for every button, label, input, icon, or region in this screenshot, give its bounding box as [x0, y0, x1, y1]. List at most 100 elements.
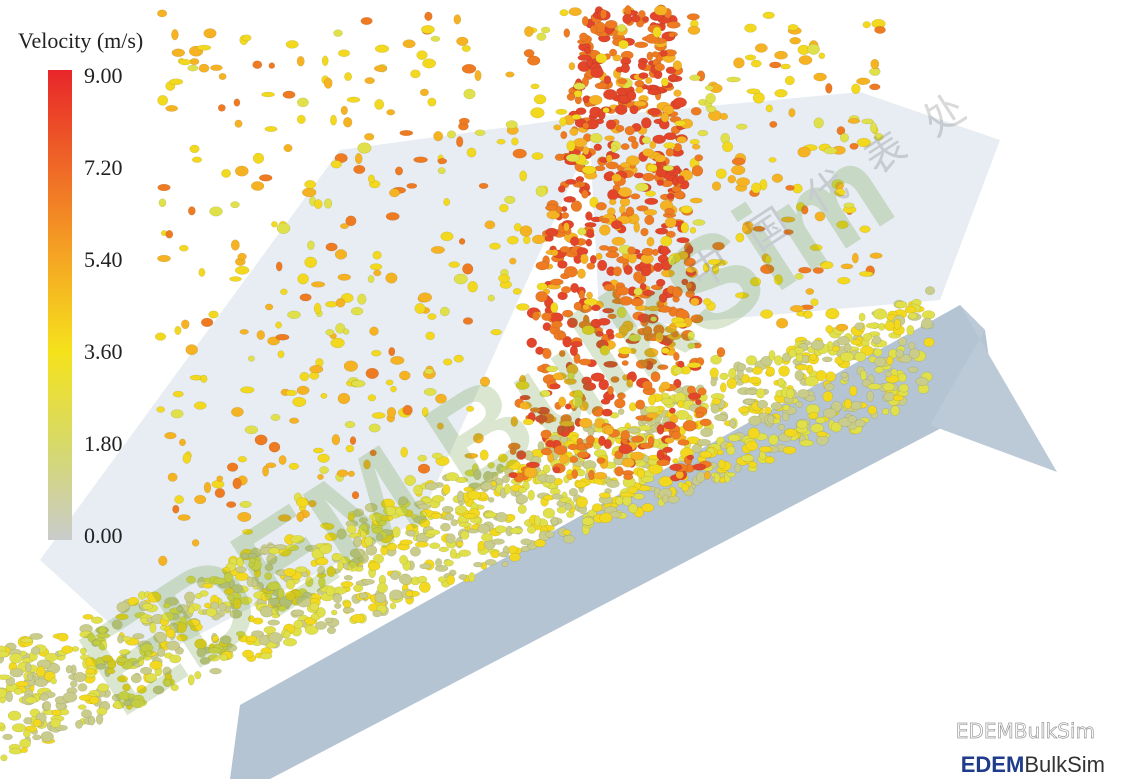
particle: [355, 153, 362, 164]
footer: EDEMBulkSim EDEMBulkSim: [956, 719, 1105, 777]
particle: [389, 590, 403, 600]
particle: [615, 105, 627, 115]
particle: [370, 327, 379, 336]
particle: [768, 415, 774, 424]
particle: [606, 162, 619, 169]
particle: [181, 320, 189, 329]
particle: [305, 257, 317, 268]
particle: [749, 416, 762, 426]
particle: [874, 26, 885, 33]
particle: [78, 705, 86, 710]
particle: [736, 124, 747, 130]
particle: [922, 311, 935, 320]
particle: [240, 387, 254, 394]
particle: [511, 138, 518, 146]
particle: [655, 155, 666, 163]
particle: [764, 407, 771, 414]
particle: [652, 51, 659, 57]
particle: [631, 141, 638, 149]
particle: [88, 716, 95, 725]
particle: [50, 719, 60, 728]
particle: [307, 241, 314, 250]
particle: [227, 463, 238, 472]
particle: [541, 27, 550, 33]
particle: [536, 291, 548, 302]
particle: [836, 324, 848, 331]
particle: [175, 495, 184, 503]
particle: [343, 607, 354, 613]
particle: [368, 275, 374, 282]
simulation-view: EDEM BulkSim 中国代表处 Velocity (m/s) 9.007.…: [0, 0, 1122, 779]
particle: [373, 270, 381, 276]
particle: [556, 206, 562, 213]
particle: [440, 307, 450, 316]
particle: [478, 524, 490, 534]
particle: [16, 681, 29, 687]
particle: [621, 430, 630, 439]
particle: [664, 143, 676, 149]
particle: [790, 37, 801, 44]
particle: [589, 95, 602, 105]
particle: [611, 220, 622, 229]
particle: [873, 309, 887, 320]
particle: [157, 10, 167, 17]
particle: [700, 451, 712, 458]
particle: [331, 160, 342, 168]
particle: [251, 181, 264, 190]
particle: [696, 412, 704, 418]
particle: [444, 560, 454, 566]
particle: [499, 552, 509, 557]
particle: [704, 471, 710, 479]
particle: [475, 70, 482, 81]
particle: [720, 113, 728, 120]
particle: [712, 398, 721, 404]
particle: [305, 180, 316, 188]
particle: [634, 101, 647, 107]
particle: [496, 512, 508, 522]
particle: [698, 388, 707, 396]
particle: [370, 264, 382, 270]
particle: [560, 117, 567, 126]
particle: [461, 531, 470, 540]
particle: [358, 143, 372, 154]
particle: [459, 574, 467, 579]
particle: [618, 79, 628, 84]
particle: [635, 183, 648, 191]
particle: [321, 393, 327, 398]
particle: [199, 268, 205, 276]
particle: [343, 329, 349, 335]
particle: [534, 540, 545, 548]
particle: [641, 228, 649, 236]
particle: [218, 104, 225, 111]
particle: [563, 223, 569, 232]
particle: [672, 186, 682, 192]
particle: [30, 633, 43, 639]
particle: [693, 464, 706, 470]
particle: [178, 515, 190, 521]
particle: [642, 503, 654, 512]
particle: [859, 313, 865, 321]
particle: [582, 16, 588, 26]
particle: [510, 528, 523, 534]
particle: [650, 141, 656, 149]
particle: [166, 230, 173, 238]
particle: [418, 293, 431, 303]
particle: [447, 131, 456, 139]
particle: [166, 105, 178, 111]
particle: [855, 420, 865, 427]
particle: [677, 136, 687, 143]
particle: [386, 212, 399, 220]
particle: [634, 42, 648, 48]
particle: [599, 493, 611, 499]
particle: [648, 89, 661, 95]
particle: [21, 638, 33, 643]
particle: [473, 562, 482, 567]
particle: [395, 167, 403, 175]
particle: [653, 27, 662, 38]
particle: [582, 517, 594, 525]
particle: [752, 367, 762, 375]
particle: [428, 98, 437, 106]
particle: [756, 388, 765, 398]
particle: [606, 155, 612, 163]
particle: [373, 610, 382, 617]
